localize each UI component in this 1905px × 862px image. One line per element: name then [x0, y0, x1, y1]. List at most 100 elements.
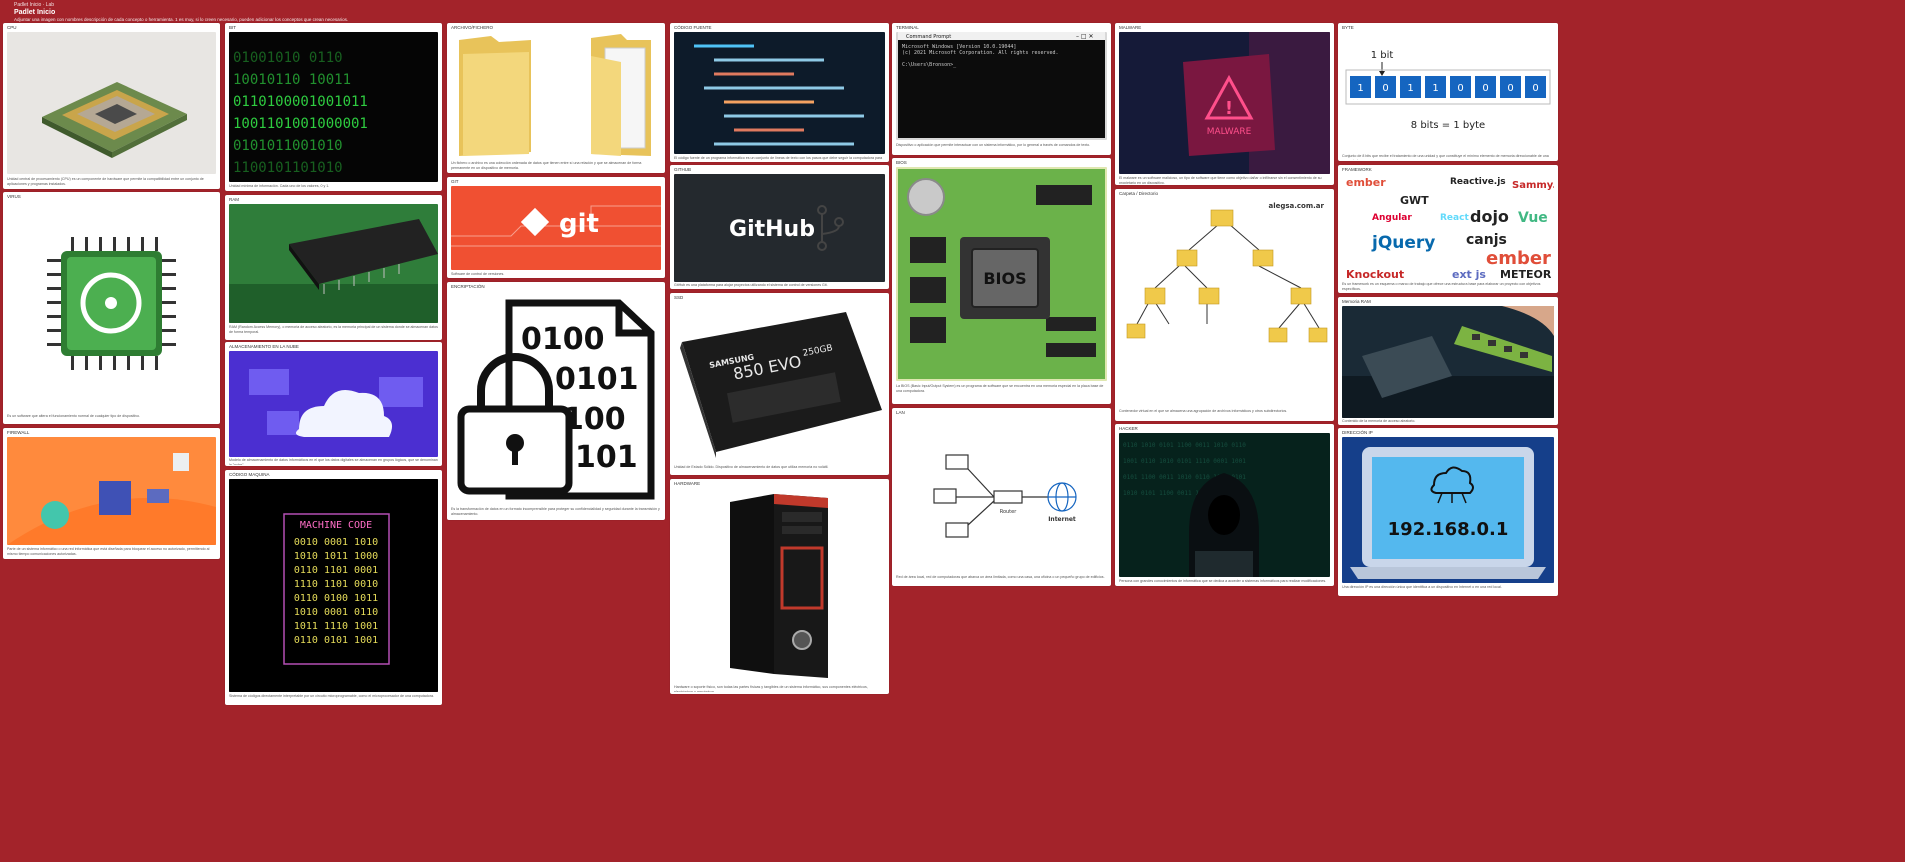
card-caption: Es un software que altera el funcionamie…	[7, 414, 141, 418]
machine-code-icon: MACHINE CODE 0010 0001 1010 1010 1011 10…	[229, 479, 438, 692]
card-lan[interactable]: LAN Router Internet Red de área local, r…	[892, 408, 1111, 586]
card-malware[interactable]: MALWARE ! MALWARE El malware es un softw…	[1115, 23, 1334, 185]
card-caption: Dispositivo o aplicación que permite int…	[896, 143, 1091, 147]
card-title: BYTE	[1342, 25, 1354, 30]
card-bit[interactable]: BIT 01001010 0110 10010110 10011 0110100…	[225, 23, 442, 191]
card-caption: Persona con grandes conocimientos de inf…	[1119, 579, 1327, 583]
firewall-icon	[7, 437, 216, 545]
svg-text:0110 1010 0101 1100 0011 1010: 0110 1010 0101 1100 0011 1010 0110	[1123, 442, 1246, 449]
ip-address-value: 192.168.0.1	[1388, 519, 1509, 540]
card-github[interactable]: GITHUB GitHub GitHub es una plataforma p…	[670, 165, 889, 289]
card-ram-memory[interactable]: Memoria RAM Contenido de la memoria de a…	[1338, 297, 1558, 425]
card-caption: Hardware o soporte físico, son todas las…	[674, 685, 868, 692]
card-framework[interactable]: FRAMEWORK ember GWT Angular React dojo V…	[1338, 165, 1558, 293]
svg-text:0101 1100 0011 1010 0110 1001: 0101 1100 0011 1010 0110 1001 0101	[1123, 474, 1246, 481]
encryption-lock-icon: 0100 0101 100 101	[451, 291, 661, 505]
byte-diagram-icon: 1 bit 1 0 1 1 0 0 0 0 8 bits = 1 byte	[1342, 32, 1554, 152]
card-hacker[interactable]: HACKER 0110 1010 0101 1100 0011 1010 011…	[1115, 424, 1334, 586]
lan-diagram-icon: Router Internet	[896, 417, 1107, 573]
code-line: 0010 0001 1010	[294, 537, 378, 548]
card-title: FIREWALL	[7, 430, 30, 435]
framework-logo: ext js	[1452, 268, 1486, 280]
hacker-icon: 0110 1010 0101 1100 0011 1010 0110 1001 0…	[1119, 433, 1330, 577]
svg-text:1001 0110 1010 0101 1110 0001: 1001 0110 1010 0101 1110 0001 1001	[1123, 458, 1246, 465]
framework-logo: React	[1440, 213, 1469, 223]
card-caption: Sistema de códigos directamente interpre…	[229, 694, 434, 698]
card-title: Carpeta / Directorio	[1119, 191, 1159, 196]
card-title: ENCRIPTACIÓN	[451, 284, 485, 289]
card-byte[interactable]: BYTE 1 bit 1 0 1 1 0 0 0 0 8 bits = 1 byte Conj…	[1338, 23, 1558, 161]
card-title: LAN	[896, 410, 905, 415]
ssd-icon: SAMSUNG 850 EVO 250GB	[674, 302, 885, 462]
card-cpu[interactable]: CPU Unidad central de procesamiento (CPU…	[3, 23, 220, 189]
directory-tree-icon: alegsa.com.ar	[1119, 198, 1330, 408]
card-directory[interactable]: Carpeta / Directorio alegsa.com.ar Conte…	[1115, 189, 1334, 421]
bit-cell	[1425, 76, 1446, 98]
pc-tower-icon	[674, 488, 885, 683]
framework-logo: ember	[1486, 248, 1551, 269]
card-title: Archivo/Fichero	[451, 25, 494, 30]
terminal-window-title: Command Prompt	[906, 34, 951, 40]
card-source-code[interactable]: CÓDIGO FUENTE El código fuente de un pro…	[670, 23, 889, 162]
github-logo-icon: GitHub	[674, 174, 885, 282]
card-machine-code[interactable]: CÓDIGO MAQUINA MACHINE CODE 0010 0001 10…	[225, 470, 442, 705]
card-ip-address[interactable]: DIRECCIÓN IP 192.168.0.1 Una dirección I…	[1338, 428, 1558, 596]
card-file[interactable]: Archivo/Fichero Un fichero o archivo es …	[447, 23, 665, 173]
terminal-line: (c) 2021 Microsoft Corporation. All righ…	[902, 50, 1059, 56]
byte-label: 8 bits = 1 byte	[1411, 120, 1485, 131]
framework-logo: Vue	[1518, 210, 1548, 226]
board-title: Padlet Inicio	[14, 9, 56, 16]
card-hardware[interactable]: HARDWARE Hardware o soporte físico, son …	[670, 479, 889, 694]
card-ssd[interactable]: SSD SAMSUNG 850 EVO 250GB Unidad de Esta…	[670, 293, 889, 475]
card-title: CÓDIGO MAQUINA	[229, 472, 270, 477]
bit-cell	[1525, 76, 1546, 98]
card-caption: Software de control de versiones.	[451, 272, 505, 276]
bit-value: 0	[1382, 83, 1388, 94]
card-caption: El código fuente de un programa informát…	[674, 156, 883, 161]
board-breadcrumb[interactable]: Padlet Inicio · Lab	[14, 2, 55, 8]
card-virus[interactable]: VIRUS Es un software que altera el funci…	[3, 192, 220, 424]
card-caption: Parte de un sistema informático o una re…	[7, 547, 210, 556]
svg-text:– □ ✕: – □ ✕	[1076, 33, 1094, 40]
bit-cell	[1350, 76, 1371, 98]
framework-logo: Sammy.js	[1512, 180, 1554, 191]
framework-logo: METEOR	[1500, 268, 1552, 280]
svg-text:0110100001001011: 0110100001001011	[233, 94, 368, 110]
site-watermark: alegsa.com.ar	[1268, 202, 1324, 210]
card-title: VIRUS	[7, 194, 21, 199]
card-ram[interactable]: RAM RAM (Random Access Memory), o memori…	[225, 195, 442, 340]
bit-value: 0	[1482, 83, 1488, 94]
board-header: Padlet Inicio · Lab Padlet Inicio Adjunt…	[14, 2, 348, 22]
framework-logo: canjs	[1466, 232, 1507, 248]
bit-value: 1	[1432, 83, 1438, 94]
framework-logo: dojo	[1470, 207, 1509, 226]
card-caption: Es un framework es un esquema o marco de…	[1342, 282, 1541, 291]
terminal-line: Microsoft Windows [Version 10.0.19044]	[902, 44, 1016, 50]
card-title: CÓDIGO FUENTE	[674, 25, 712, 30]
bios-board-icon: BIOS	[896, 167, 1107, 381]
code-line: 1011 1110 1001	[294, 621, 378, 632]
card-title: GIT	[451, 179, 459, 184]
card-caption: Unidad central de procesamiento (CPU) es…	[7, 177, 204, 186]
card-firewall[interactable]: FIREWALL Parte de un sistema informático…	[3, 428, 220, 559]
bit-value: 0	[1532, 83, 1538, 94]
bit-label: 1 bit	[1371, 50, 1394, 61]
card-title: FRAMEWORK	[1342, 167, 1372, 172]
source-code-icon	[674, 32, 885, 154]
card-caption: Red de área local, red de computadoras q…	[896, 575, 1105, 579]
card-terminal[interactable]: TERMINAL Command Prompt – □ ✕ Microsoft …	[892, 23, 1111, 155]
internet-label: Internet	[1048, 516, 1076, 523]
ram-chip-icon	[229, 204, 438, 323]
encryption-digits: 100	[563, 402, 626, 437]
code-line: 1110 1101 0010	[294, 579, 378, 590]
card-caption: Modelo de almacenamiento de datos inform…	[229, 458, 438, 465]
svg-text:10010110 10011: 10010110 10011	[233, 72, 351, 88]
card-cloud-storage[interactable]: ALMACENAMIENTO EN LA NUBE Modelo de alma…	[225, 342, 442, 466]
card-encryption[interactable]: ENCRIPTACIÓN 0100 0101 100 101 Es la tra…	[447, 282, 665, 520]
card-git[interactable]: GIT git Software de control de versiones…	[447, 177, 665, 278]
svg-text:!: !	[1225, 98, 1233, 119]
card-caption: Unidad mínima de información. Cada uno d…	[229, 184, 330, 188]
card-bios[interactable]: BIOS BIOS La BIOS (Basic Input/Output Sy…	[892, 158, 1111, 404]
framework-logos-icon: ember GWT Angular React dojo Vue jQuery …	[1342, 174, 1554, 280]
terminal-line: C:\Users\Bronson>_	[902, 62, 957, 68]
